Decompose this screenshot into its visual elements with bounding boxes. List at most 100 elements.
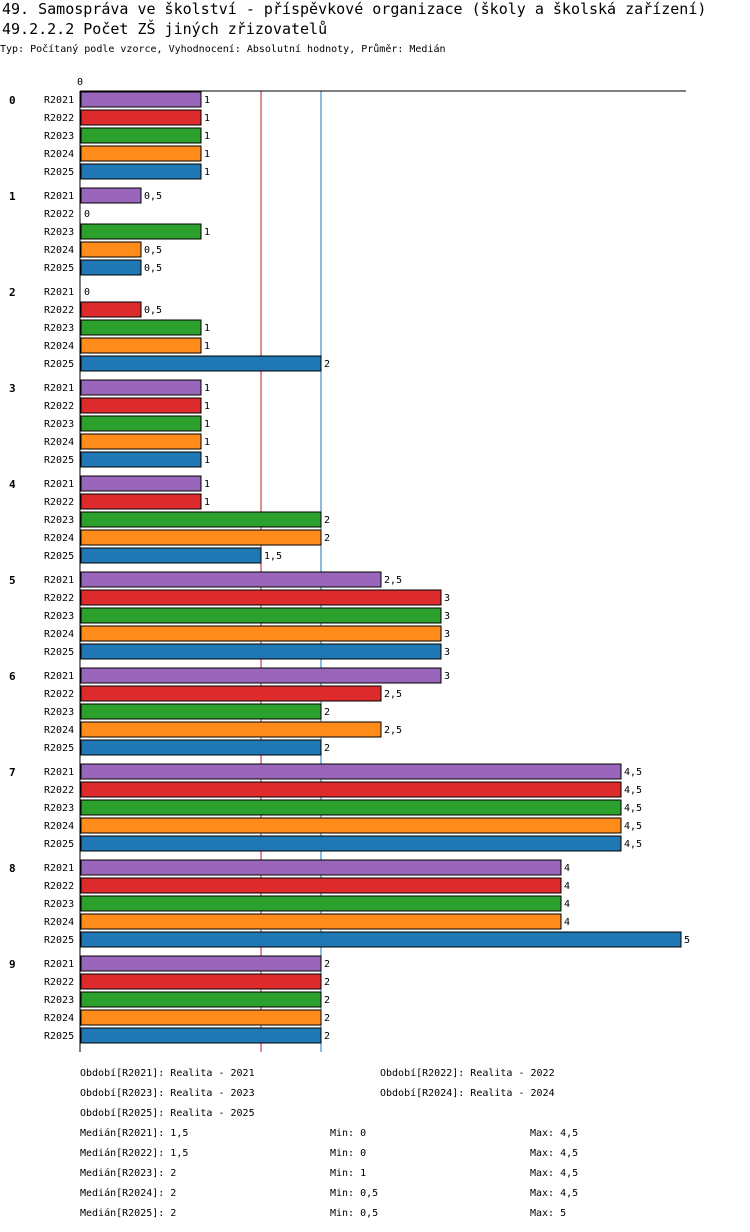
bar xyxy=(80,571,382,588)
value-label: 1 xyxy=(204,113,210,124)
series-label: R2021 xyxy=(44,863,74,874)
value-label: 1 xyxy=(204,383,210,394)
value-label: 2 xyxy=(324,359,330,370)
category-label: 8 xyxy=(9,862,16,875)
bar xyxy=(80,415,202,432)
stat-median: Medián[R2022]: 1,5 xyxy=(80,1148,189,1159)
bar xyxy=(80,1027,322,1044)
bar xyxy=(80,931,682,948)
value-label: 1 xyxy=(204,437,210,448)
value-label: 2 xyxy=(324,977,330,988)
value-label: 0 xyxy=(84,287,90,298)
series-label: R2025 xyxy=(44,839,74,850)
category-label: 6 xyxy=(9,670,16,683)
value-label: 1 xyxy=(204,95,210,106)
series-label: R2022 xyxy=(44,977,74,988)
category-label: 0 xyxy=(9,94,16,107)
bar xyxy=(80,127,202,144)
series-label: R2025 xyxy=(44,647,74,658)
series-label: R2023 xyxy=(44,419,74,430)
page-title: 49. Samospráva ve školství - příspěvkové… xyxy=(2,0,707,18)
stat-min: Min: 0,5 xyxy=(330,1208,379,1219)
bar xyxy=(80,703,322,720)
bar xyxy=(80,109,202,126)
series-label: R2024 xyxy=(44,917,74,928)
bar xyxy=(80,991,322,1008)
bar xyxy=(80,493,202,510)
bar xyxy=(80,685,382,702)
series-label: R2024 xyxy=(44,341,74,352)
stat-min: Min: 1 xyxy=(330,1168,367,1179)
bar xyxy=(80,799,622,816)
value-label: 3 xyxy=(444,647,450,658)
bar xyxy=(80,187,142,204)
bar xyxy=(80,379,202,396)
value-label: 4,5 xyxy=(624,821,642,832)
value-label: 0,5 xyxy=(144,263,162,274)
series-label: R2023 xyxy=(44,611,74,622)
series-label: R2022 xyxy=(44,689,74,700)
series-label: R2023 xyxy=(44,515,74,526)
bar xyxy=(80,259,142,276)
category-label: 5 xyxy=(9,574,16,587)
bar-chart: 0 R2021 1 R2022 1 R2023 1 R2024 1 R2025 1 1 R2021 0,5… xyxy=(9,77,690,1052)
bar xyxy=(80,511,322,528)
series-label: R2025 xyxy=(44,935,74,946)
bar xyxy=(80,835,622,852)
stat-max: Max: 5 xyxy=(530,1208,567,1219)
series-label: R2024 xyxy=(44,437,74,448)
bar xyxy=(80,817,622,834)
bar xyxy=(80,397,202,414)
value-label: 4 xyxy=(564,917,570,928)
series-label: R2025 xyxy=(44,455,74,466)
category-label: 7 xyxy=(9,766,16,779)
series-label: R2023 xyxy=(44,707,74,718)
chart-title: 49.2.2.2 Počet ZŠ jiných zřizovatelů xyxy=(2,20,328,38)
bar xyxy=(80,1009,322,1026)
bar xyxy=(80,667,442,684)
value-label: 4 xyxy=(564,899,570,910)
bar xyxy=(80,433,202,450)
category-label: 3 xyxy=(9,382,16,395)
category-label: 1 xyxy=(9,190,16,203)
stat-max: Max: 4,5 xyxy=(530,1188,579,1199)
bar xyxy=(80,739,322,756)
value-label: 2 xyxy=(324,995,330,1006)
value-label: 0 xyxy=(84,209,90,220)
category-label: 4 xyxy=(9,478,16,491)
series-label: R2022 xyxy=(44,497,74,508)
value-label: 4,5 xyxy=(624,785,642,796)
bar xyxy=(80,877,562,894)
series-label: R2021 xyxy=(44,191,74,202)
legend-r2023: Období[R2023]: Realita - 2023 xyxy=(80,1088,255,1099)
value-label: 2 xyxy=(324,959,330,970)
value-label: 2 xyxy=(324,1013,330,1024)
stat-min: Min: 0,5 xyxy=(330,1188,379,1199)
stat-median: Medián[R2024]: 2 xyxy=(80,1188,177,1199)
series-label: R2023 xyxy=(44,899,74,910)
bar xyxy=(80,301,142,318)
value-label: 2,5 xyxy=(384,725,402,736)
series-label: R2022 xyxy=(44,593,74,604)
stat-min: Min: 0 xyxy=(330,1148,367,1159)
series-label: R2024 xyxy=(44,725,74,736)
bar xyxy=(80,913,562,930)
bar xyxy=(80,475,202,492)
value-label: 3 xyxy=(444,671,450,682)
series-label: R2022 xyxy=(44,785,74,796)
value-label: 4 xyxy=(564,863,570,874)
value-label: 0,5 xyxy=(144,245,162,256)
value-label: 5 xyxy=(684,935,690,946)
bar xyxy=(80,241,142,258)
bar xyxy=(80,547,262,564)
value-label: 3 xyxy=(444,593,450,604)
value-label: 0,5 xyxy=(144,191,162,202)
value-label: 1 xyxy=(204,227,210,238)
value-label: 4,5 xyxy=(624,803,642,814)
value-label: 3 xyxy=(444,629,450,640)
series-label: R2025 xyxy=(44,1031,74,1042)
bar xyxy=(80,859,562,876)
legend-r2021: Období[R2021]: Realita - 2021 xyxy=(80,1068,255,1079)
value-label: 2 xyxy=(324,707,330,718)
series-label: R2022 xyxy=(44,305,74,316)
